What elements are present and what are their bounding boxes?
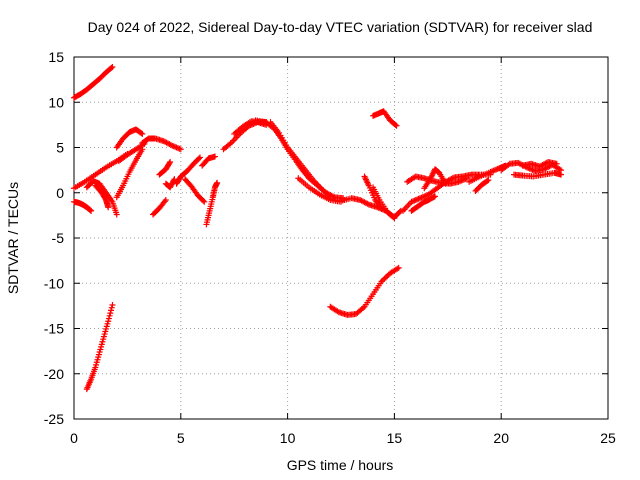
y-tick-label: -15 [44,321,64,337]
grid [74,57,608,419]
data-point [105,318,112,325]
data-point [109,301,116,308]
data-point [430,193,437,200]
data-point [431,193,438,200]
data-point [211,153,218,160]
data-point [105,315,112,322]
data-point [395,264,402,271]
data-point [384,273,391,280]
data-point [381,275,388,282]
data-points [71,63,565,393]
x-tick-label: 0 [70,430,78,446]
data-point [107,310,114,317]
x-tick-label: 5 [177,430,185,446]
data-point [197,154,204,161]
data-point [108,64,115,71]
data-point [113,211,120,218]
data-point [162,196,169,203]
data-point [380,277,387,284]
data-point [382,274,389,281]
data-point [553,160,560,167]
data-point [558,171,565,178]
data-point [195,155,202,162]
y-tick-label: -5 [52,230,65,246]
data-point [396,208,403,215]
y-tick-label: -10 [44,275,64,291]
y-tick-label: 10 [48,94,64,110]
data-point [87,207,94,214]
data-point [214,179,221,186]
chart-title: Day 024 of 2022, Sidereal Day-to-day VTE… [88,19,593,35]
data-point [484,177,491,184]
data-point [106,312,113,319]
x-tick-label: 25 [600,430,616,446]
data-point [88,207,95,214]
data-point [391,215,398,222]
axis-ticks: 0 5 10 15 20 25 -25 -20 -15 -10 -5 0 5 10 15 [44,49,616,446]
data-point [139,130,146,137]
plot-frame [73,56,609,420]
data-point [105,204,112,211]
data-point [161,198,168,205]
data-point [167,158,174,165]
x-axis-label: GPS time / hours [287,457,394,473]
data-point [200,197,207,204]
y-tick-label: 0 [56,185,64,201]
y-tick-label: 5 [56,140,64,156]
data-point [464,175,471,182]
data-point [392,121,399,128]
data-point [108,304,115,311]
x-tick-label: 15 [387,430,403,446]
y-tick-label: 15 [48,49,64,65]
x-tick-label: 10 [280,430,296,446]
x-tick-label: 20 [493,430,509,446]
data-point [393,122,400,129]
data-point [201,198,208,205]
y-tick-label: -25 [44,411,64,427]
data-point [442,180,449,187]
data-point [108,307,115,314]
data-point [109,63,116,70]
data-point [138,130,145,137]
data-point [166,160,173,167]
y-tick-label: -20 [44,366,64,382]
y-axis-label: SDTVAR / TECUs [5,182,21,294]
data-point [485,177,492,184]
data-point [390,214,397,221]
data-point [177,146,184,153]
